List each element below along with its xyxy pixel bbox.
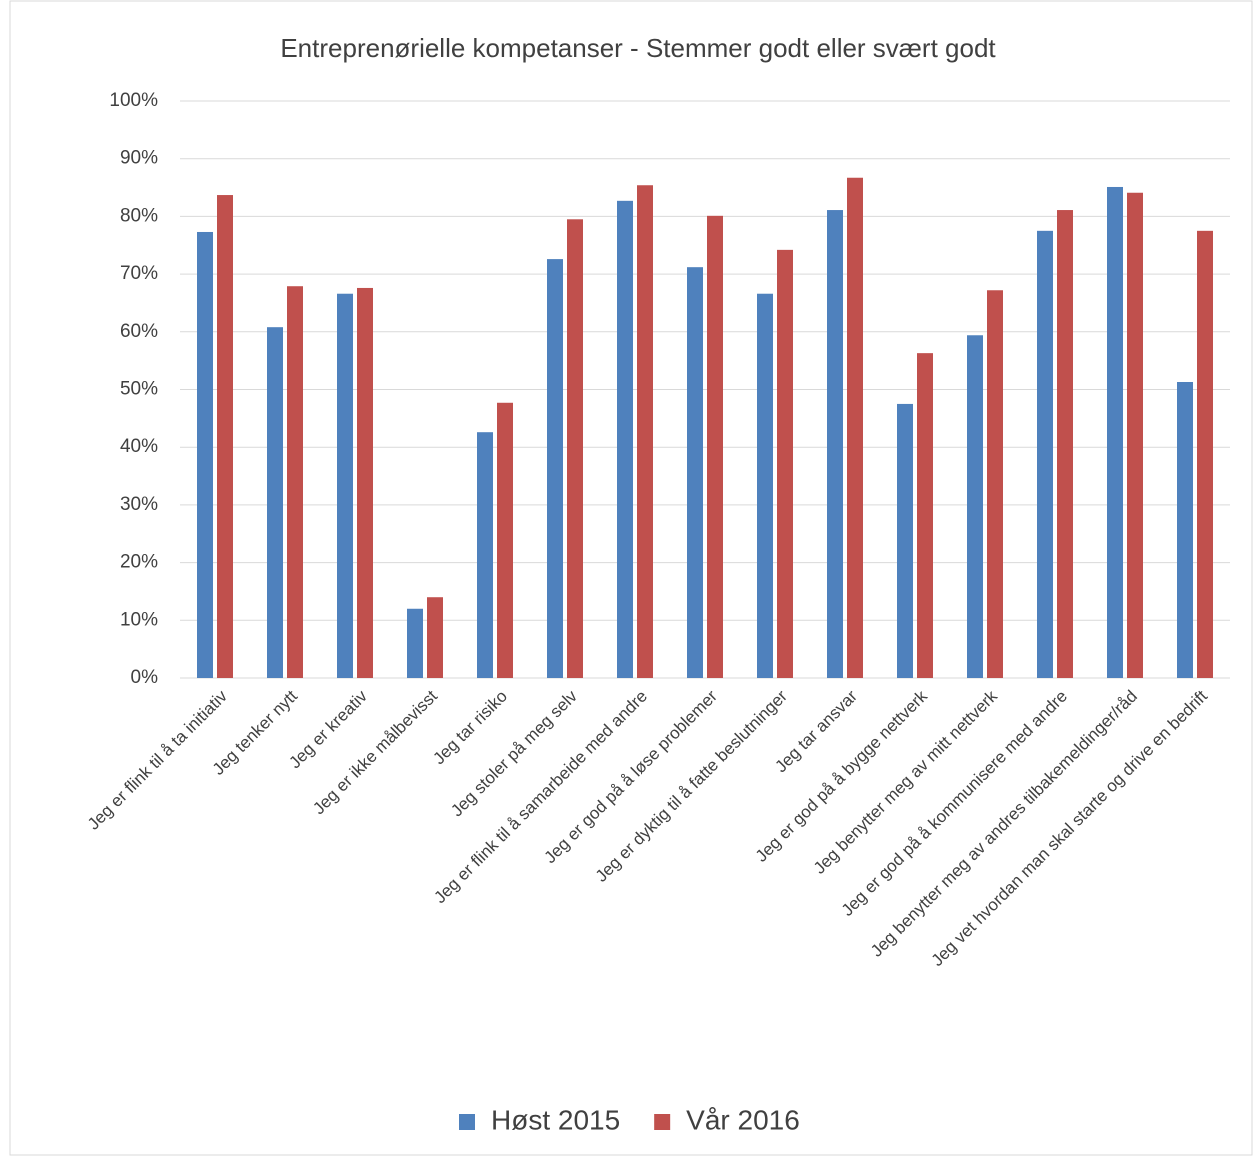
bar	[477, 432, 493, 678]
bar	[687, 267, 703, 678]
bar	[407, 608, 423, 678]
bar	[267, 327, 283, 678]
bar	[217, 195, 233, 678]
bar	[567, 219, 583, 678]
bar	[897, 403, 913, 678]
y-tick-label: 90%	[120, 148, 158, 169]
bar	[337, 293, 353, 678]
bar	[707, 215, 723, 678]
bar	[827, 210, 843, 679]
bar	[1127, 192, 1143, 679]
bar	[427, 597, 443, 678]
bar	[1057, 210, 1073, 679]
bar	[967, 335, 983, 678]
bar	[757, 293, 773, 678]
bar	[637, 185, 653, 678]
bar	[1197, 230, 1213, 678]
legend-label: Vår 2016	[686, 1104, 800, 1135]
bar	[847, 177, 863, 678]
y-tick-label: 100%	[109, 90, 158, 111]
bar	[357, 287, 373, 678]
bar	[1037, 230, 1053, 678]
legend-swatch	[459, 1114, 475, 1130]
bar	[917, 353, 933, 678]
y-tick-label: 20%	[120, 552, 158, 573]
bar	[547, 259, 563, 678]
y-tick-label: 40%	[120, 436, 158, 457]
bar	[617, 200, 633, 679]
y-tick-label: 50%	[120, 379, 158, 400]
bar	[197, 231, 213, 678]
y-tick-label: 60%	[120, 321, 158, 342]
bar	[987, 290, 1003, 678]
bar	[1107, 186, 1123, 678]
bar	[287, 286, 303, 678]
y-tick-label: 70%	[120, 263, 158, 284]
y-tick-label: 10%	[120, 609, 158, 630]
y-tick-label: 0%	[131, 667, 159, 688]
chart-title: Entreprenørielle kompetanser - Stemmer g…	[280, 33, 996, 63]
y-tick-label: 30%	[120, 494, 158, 515]
y-tick-label: 80%	[120, 205, 158, 226]
legend-label: Høst 2015	[491, 1104, 620, 1135]
bar	[497, 402, 513, 678]
bar	[777, 249, 793, 678]
legend-swatch	[654, 1114, 671, 1130]
bar	[1177, 381, 1193, 678]
